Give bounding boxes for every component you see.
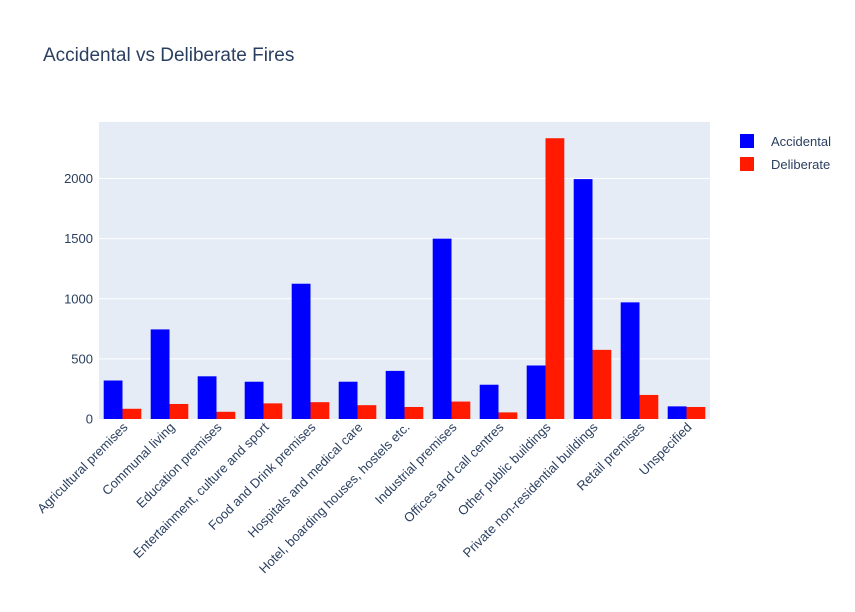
legend-swatch-accidental [740,134,754,148]
bar-deliberate-3 [263,403,283,419]
bar-accidental-5 [338,381,358,419]
bar-accidental-6 [385,370,405,419]
y-axis-ticks: 0 500 1000 1500 2000 [64,171,93,426]
bar-deliberate-2 [216,411,236,419]
bars [103,138,706,420]
bar-accidental-4 [291,283,311,419]
legend-label-accidental: Accidental [771,134,831,149]
bar-accidental-2 [197,376,217,419]
x-tick-label: Industrial premises [372,419,460,507]
bar-deliberate-8 [498,412,518,419]
bar-accidental-11 [620,302,640,419]
y-tick-label: 2000 [64,171,93,186]
bar-deliberate-9 [545,138,565,420]
bar-accidental-12 [667,406,687,419]
bar-deliberate-7 [451,401,471,419]
bar-deliberate-4 [310,402,330,419]
chart-title: Accidental vs Deliberate Fires [43,45,294,66]
bar-accidental-9 [526,365,546,419]
x-tick-label: Education premises [133,419,225,511]
y-tick-label: 1000 [64,291,93,306]
legend-label-deliberate: Deliberate [771,157,830,172]
bar-accidental-8 [479,384,499,419]
x-tick-label: Agricultural premises [34,419,131,516]
y-tick-label: 500 [71,351,93,366]
bar-deliberate-1 [169,403,189,419]
bar-accidental-10 [573,179,593,419]
bar-accidental-3 [244,381,264,419]
legend-swatch-deliberate [740,157,754,171]
bar-deliberate-12 [686,406,706,419]
bar-accidental-0 [103,380,123,419]
x-tick-label: Other public buildings [455,419,554,518]
bar-deliberate-6 [404,406,424,419]
y-tick-label: 0 [86,412,93,427]
bar-accidental-7 [432,238,452,419]
bar-deliberate-10 [592,349,612,419]
bar-accidental-1 [150,329,170,419]
y-tick-label: 1500 [64,231,93,246]
bar-deliberate-0 [122,408,142,419]
bar-deliberate-5 [357,405,377,419]
bar-deliberate-11 [639,394,659,419]
legend: Accidental Deliberate [740,134,831,172]
